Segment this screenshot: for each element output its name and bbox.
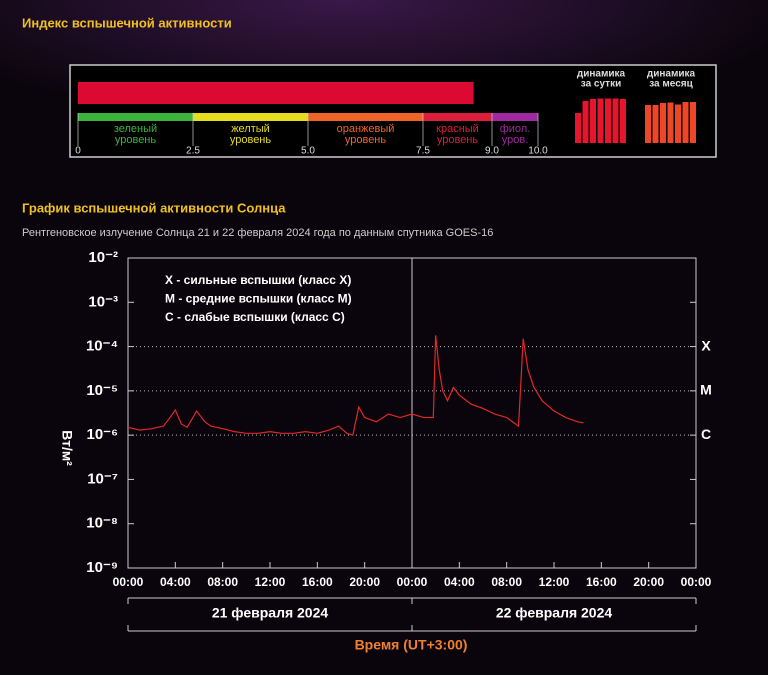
dynamics-bar bbox=[575, 113, 581, 143]
date-label: 21 февраля 2024 bbox=[212, 605, 329, 621]
level-label: уровень bbox=[230, 134, 272, 146]
y-axis-label: Вт/м² bbox=[59, 430, 75, 466]
level-label: оранжевый bbox=[337, 123, 395, 135]
scale-label: 2.5 bbox=[186, 146, 200, 157]
dynamics-bar bbox=[590, 99, 596, 143]
legend-entry: M - средние вспышки (класс M) bbox=[165, 292, 352, 306]
scale-label: 0 bbox=[75, 146, 81, 157]
dynamics-bar bbox=[660, 103, 666, 143]
scale-label: 9.0 bbox=[485, 146, 499, 157]
level-label: уровень bbox=[115, 134, 157, 146]
y-tick-label: 10⁻⁹ bbox=[86, 559, 118, 576]
index-bar bbox=[78, 82, 474, 104]
x-tick-label: 04:00 bbox=[444, 575, 475, 589]
level-label: зеленый bbox=[114, 123, 157, 135]
y-tick-label: 10⁻⁶ bbox=[86, 426, 118, 443]
dynamics-title: динамика bbox=[647, 69, 696, 80]
x-axis-label: Время (UT+3:00) bbox=[355, 637, 468, 653]
level-label: фиол. bbox=[500, 123, 531, 135]
chart-subtitle: Рентгеновское излучение Солнца 21 и 22 ф… bbox=[22, 227, 493, 239]
level-label: желтый bbox=[231, 123, 270, 135]
class-label: M bbox=[700, 382, 712, 398]
dynamics-title: за сутки bbox=[581, 79, 621, 90]
y-tick-label: 10⁻² bbox=[88, 249, 118, 266]
x-tick-label: 08:00 bbox=[491, 575, 522, 589]
dynamics-bar bbox=[620, 99, 626, 143]
dynamics-bar bbox=[675, 104, 681, 143]
dynamics-bar bbox=[605, 98, 611, 143]
dynamics-bar bbox=[690, 102, 696, 143]
x-tick-label: 12:00 bbox=[255, 575, 286, 589]
y-tick-label: 10⁻⁷ bbox=[87, 470, 118, 487]
x-tick-label: 16:00 bbox=[302, 575, 333, 589]
x-tick-label: 20:00 bbox=[349, 575, 380, 589]
flux-line bbox=[127, 335, 584, 436]
dynamics-bar bbox=[582, 101, 589, 143]
level-label: красный bbox=[436, 123, 479, 135]
y-tick-label: 10⁻⁵ bbox=[86, 382, 118, 399]
x-tick-label: 16:00 bbox=[586, 575, 617, 589]
dynamics-bar bbox=[652, 105, 659, 143]
scale-label: 10.0 bbox=[528, 146, 548, 157]
legend-entry: C - слабые вспышки (класс C) bbox=[165, 310, 345, 324]
y-tick-label: 10⁻⁸ bbox=[86, 515, 118, 532]
x-tick-label: 00:00 bbox=[681, 575, 712, 589]
dynamics-title: динамика bbox=[577, 69, 626, 80]
scale-label: 7.5 bbox=[416, 146, 430, 157]
x-tick-label: 20:00 bbox=[633, 575, 664, 589]
class-label: X bbox=[701, 337, 711, 353]
y-tick-label: 10⁻⁴ bbox=[86, 338, 118, 355]
dynamics-bar bbox=[682, 102, 689, 143]
legend-entry: X - сильные вспышки (класс X) bbox=[165, 273, 351, 287]
x-tick-label: 08:00 bbox=[207, 575, 238, 589]
date-label: 22 февраля 2024 bbox=[496, 605, 613, 621]
level-label: уровень bbox=[345, 134, 387, 146]
dynamics-bar bbox=[667, 102, 674, 143]
dynamics-bar bbox=[612, 98, 619, 143]
dynamics-title: за месяц bbox=[649, 79, 693, 90]
dynamics-bar bbox=[645, 105, 651, 143]
x-tick-label: 00:00 bbox=[113, 575, 144, 589]
scale-label: 5.0 bbox=[301, 146, 315, 157]
x-tick-label: 12:00 bbox=[539, 575, 570, 589]
header-title: Индекс вспышечной активности bbox=[22, 15, 232, 30]
x-tick-label: 00:00 bbox=[397, 575, 428, 589]
y-tick-label: 10⁻³ bbox=[88, 293, 118, 310]
dynamics-bar bbox=[597, 98, 604, 143]
x-tick-label: 04:00 bbox=[160, 575, 191, 589]
chart-title: График вспышечной активности Солнца bbox=[22, 200, 286, 215]
level-label: уровень bbox=[437, 134, 479, 146]
class-label: C bbox=[701, 426, 711, 442]
level-label: уров. bbox=[502, 134, 529, 146]
